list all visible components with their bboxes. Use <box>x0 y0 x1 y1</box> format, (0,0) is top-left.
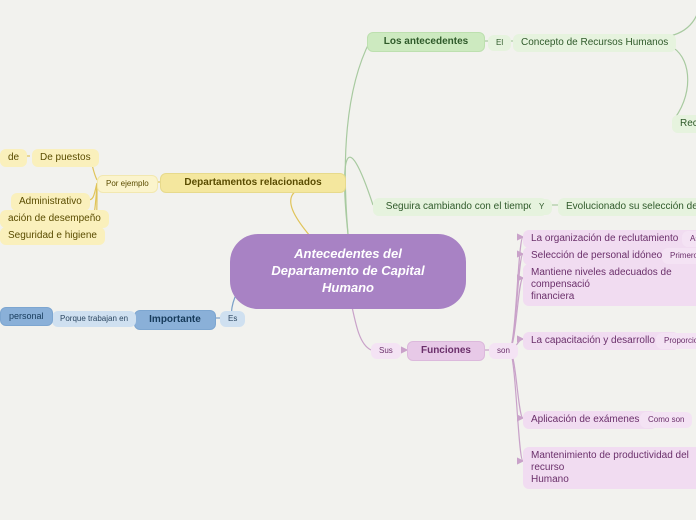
center-node[interactable]: Antecedentes delDepartamento de CapitalH… <box>230 234 466 309</box>
node-fn_prod[interactable]: Mantenimiento de productividad del recur… <box>523 447 696 489</box>
node-de_cut[interactable]: de <box>0 149 27 167</box>
node-fn_org[interactable]: La organización de reclutamiento <box>523 230 696 248</box>
node-y_link[interactable]: Y <box>531 199 552 215</box>
node-ant_el[interactable]: El <box>488 35 511 51</box>
node-antecedentes[interactable]: Los antecedentes <box>367 32 485 52</box>
node-porque[interactable]: Porque trabajan en <box>52 311 136 327</box>
node-fn_org_link[interactable]: Así c <box>682 231 696 247</box>
node-por_ejemplo[interactable]: Por ejemplo <box>97 175 158 193</box>
node-funciones[interactable]: Funciones <box>407 341 485 361</box>
node-son[interactable]: son <box>489 343 518 359</box>
node-fn_sel_link[interactable]: Primero <box>662 248 696 264</box>
node-sus[interactable]: Sus <box>371 343 401 359</box>
node-eval_desemp[interactable]: ación de desempeño <box>0 210 109 228</box>
node-evolucionado[interactable]: Evolucionado su selección de pers <box>558 198 696 216</box>
node-de_puestos[interactable]: De puestos <box>32 149 99 167</box>
node-recur[interactable]: Recur <box>672 115 696 133</box>
node-seguridad[interactable]: Seguridad e higiene <box>0 227 105 245</box>
node-fn_ex_link[interactable]: Como son <box>640 412 692 428</box>
mindmap-canvas: { "center": { "title": "Antecedentes del… <box>0 0 696 520</box>
node-concepto_rh[interactable]: Concepto de Recursos Humanos <box>513 34 676 52</box>
node-personal[interactable]: personal <box>0 307 53 326</box>
node-es[interactable]: Es <box>220 311 245 327</box>
node-administrativo[interactable]: Administrativo <box>11 193 90 211</box>
node-fn_sel[interactable]: Selección de personal idóneo <box>523 247 683 265</box>
node-dept_rel[interactable]: Departamentos relacionados <box>160 173 346 193</box>
node-fn_comp[interactable]: Mantiene niveles adecuados de compensaci… <box>523 264 696 306</box>
node-importante[interactable]: Importante <box>134 310 216 330</box>
node-seguira[interactable]: Seguira cambiando con el tiempo <box>373 198 547 216</box>
node-fn_ex[interactable]: Aplicación de exámenes <box>523 411 657 429</box>
node-fn_cap_link[interactable]: Proporciona <box>656 333 696 349</box>
